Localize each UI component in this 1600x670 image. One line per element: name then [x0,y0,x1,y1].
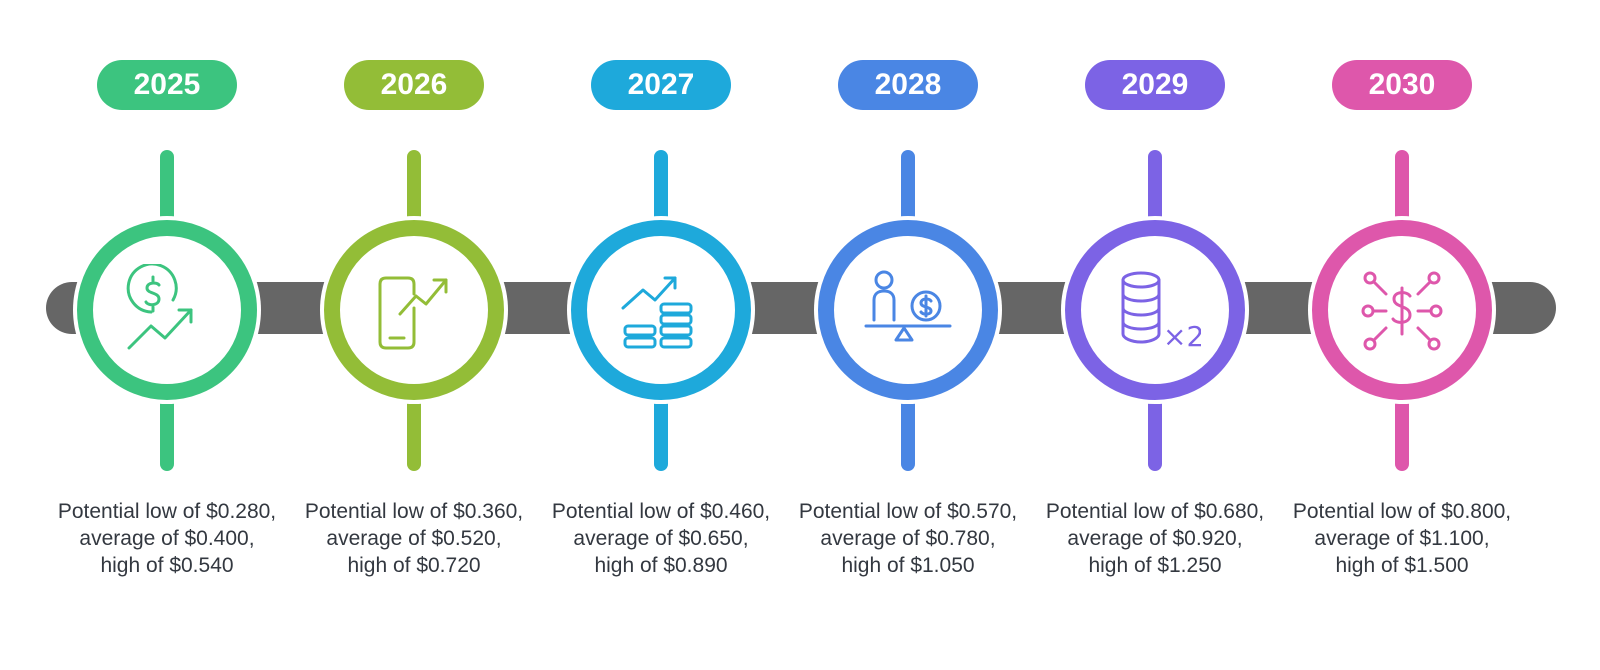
stem-top [1395,150,1409,230]
stem-bottom [1148,385,1162,471]
multiplier-text: ×2 [1163,320,1201,353]
price-range-text: Potential low of $0.280, average of $0.4… [57,500,277,577]
dollar-growth-icon [126,264,193,350]
price-range-text: Potential low of $0.800, average of $1.1… [1292,500,1512,577]
year-pill: 2029 [1085,60,1225,110]
timeline-stage-2025: 2025 Potential low of $0.280, average of… [37,0,297,670]
icon-ring [571,220,751,400]
timeline-stage-2028: 2028 Potential low of $0.570, average of… [778,0,1038,670]
stem-top [654,150,668,230]
stem-top [407,150,421,230]
mobile-growth-icon [378,276,448,350]
price-range-text: Potential low of $0.680, average of $0.9… [1045,500,1265,577]
coin-stack-double-icon: ×2 [1121,271,1201,353]
year-pill: 2026 [344,60,484,110]
stem-top [160,150,174,230]
coins-growth-icon [621,276,693,349]
year-pill: 2030 [1332,60,1472,110]
price-range-text: Potential low of $0.570, average of $0.7… [798,500,1018,577]
stem-bottom [654,385,668,471]
stem-top [1148,150,1162,230]
timeline-stage-2029: 2029 ×2 Potential low of $0.680, average… [1025,0,1285,670]
investor-balance-icon [864,270,952,342]
stem-bottom [901,385,915,471]
price-range-text: Potential low of $0.360, average of $0.5… [304,500,524,577]
timeline-bar [46,282,1556,334]
stem-bottom [407,385,421,471]
timeline-stage-2026: 2026 Potential low of $0.360, average of… [284,0,544,670]
stem-bottom [160,385,174,471]
year-pill: 2028 [838,60,978,110]
stem-bottom [1395,385,1409,471]
timeline-stage-2030: 2030 Potential low of $0.800, average of… [1272,0,1532,670]
price-range-text: Potential low of $0.460, average of $0.6… [551,500,771,577]
stem-top [901,150,915,230]
year-pill: 2025 [97,60,237,110]
timeline-stage-2027: 2027 Potential low of $0.460, average of… [531,0,791,670]
dollar-network-icon [1361,271,1443,351]
year-pill: 2027 [591,60,731,110]
